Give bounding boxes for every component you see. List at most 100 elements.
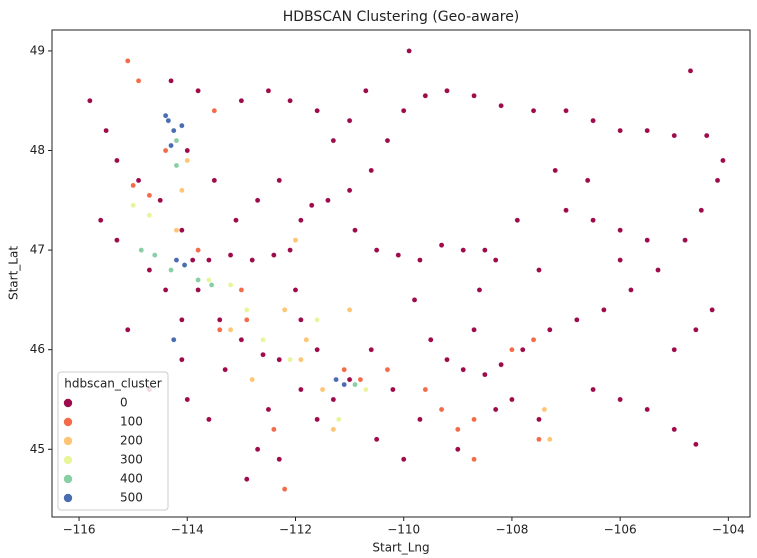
point	[617, 227, 623, 233]
point	[546, 326, 553, 333]
point	[243, 307, 250, 313]
point	[471, 416, 477, 423]
point	[243, 317, 250, 323]
x-tick-label: −114	[171, 523, 204, 537]
point	[335, 416, 342, 423]
point	[130, 182, 136, 189]
legend-label: 500	[120, 491, 143, 505]
legend-label: 100	[120, 415, 143, 429]
point	[390, 386, 396, 393]
point	[179, 317, 185, 323]
point	[471, 326, 477, 333]
y-tick-label: 47	[30, 243, 45, 257]
point	[170, 336, 177, 343]
x-tick-label: −116	[63, 523, 96, 537]
point	[368, 346, 375, 353]
point	[563, 107, 569, 114]
point	[260, 336, 266, 343]
point	[314, 346, 320, 353]
point	[276, 456, 283, 463]
point	[130, 202, 136, 209]
point	[146, 212, 153, 219]
point	[400, 456, 407, 463]
point	[406, 48, 412, 54]
point	[287, 247, 293, 253]
point	[384, 366, 391, 373]
point	[216, 326, 223, 333]
legend: hdbscan_cluster 0 100 200 300 400 500	[57, 371, 169, 511]
point	[422, 386, 429, 393]
point	[189, 257, 196, 263]
point	[152, 252, 158, 258]
x-tick-label: −112	[279, 523, 312, 537]
point	[373, 247, 380, 253]
point	[346, 187, 353, 194]
points	[87, 48, 726, 492]
legend-marker	[63, 417, 73, 427]
point	[563, 207, 569, 214]
legend-marker	[63, 493, 73, 503]
point	[644, 127, 650, 134]
point	[195, 277, 201, 283]
point	[162, 147, 169, 154]
point	[179, 227, 185, 233]
point	[173, 162, 180, 169]
point	[249, 257, 256, 263]
point	[222, 366, 228, 373]
point	[617, 257, 623, 263]
point	[281, 486, 288, 492]
point	[536, 436, 542, 443]
point	[671, 346, 678, 353]
point	[482, 247, 488, 253]
point	[162, 112, 169, 119]
point	[346, 307, 353, 313]
point	[181, 262, 188, 268]
point	[138, 247, 145, 253]
y-axis-label: Start_Lat	[7, 246, 21, 300]
point	[238, 287, 245, 293]
y-tick-label: 46	[30, 342, 45, 356]
point	[271, 426, 277, 433]
point	[173, 137, 180, 144]
point	[584, 177, 591, 184]
point	[97, 217, 104, 224]
point	[530, 107, 537, 114]
point	[444, 356, 450, 363]
point	[601, 307, 607, 313]
point	[714, 177, 721, 184]
point	[157, 197, 164, 204]
point	[330, 426, 337, 433]
point	[590, 117, 596, 124]
point	[254, 197, 261, 204]
point	[411, 297, 418, 303]
point	[671, 426, 678, 433]
point	[492, 257, 499, 263]
point	[287, 356, 293, 363]
point	[482, 371, 488, 378]
point	[709, 307, 715, 313]
point	[287, 97, 293, 104]
legend-marker	[63, 398, 73, 408]
legend-marker	[63, 474, 73, 484]
point	[173, 227, 180, 233]
point	[341, 381, 347, 388]
point	[276, 356, 283, 363]
point	[703, 132, 710, 139]
point	[363, 87, 369, 94]
point	[179, 122, 185, 129]
point	[422, 92, 429, 99]
point	[227, 252, 234, 258]
point	[471, 92, 477, 99]
point	[644, 406, 650, 413]
point	[492, 406, 499, 413]
point	[438, 406, 445, 413]
legend-title: hdbscan_cluster	[64, 377, 162, 391]
point	[168, 142, 174, 149]
point	[249, 376, 256, 383]
point	[574, 317, 580, 323]
point	[427, 336, 434, 343]
point	[281, 307, 288, 313]
point	[87, 97, 93, 104]
point	[238, 336, 245, 343]
point	[227, 282, 234, 288]
